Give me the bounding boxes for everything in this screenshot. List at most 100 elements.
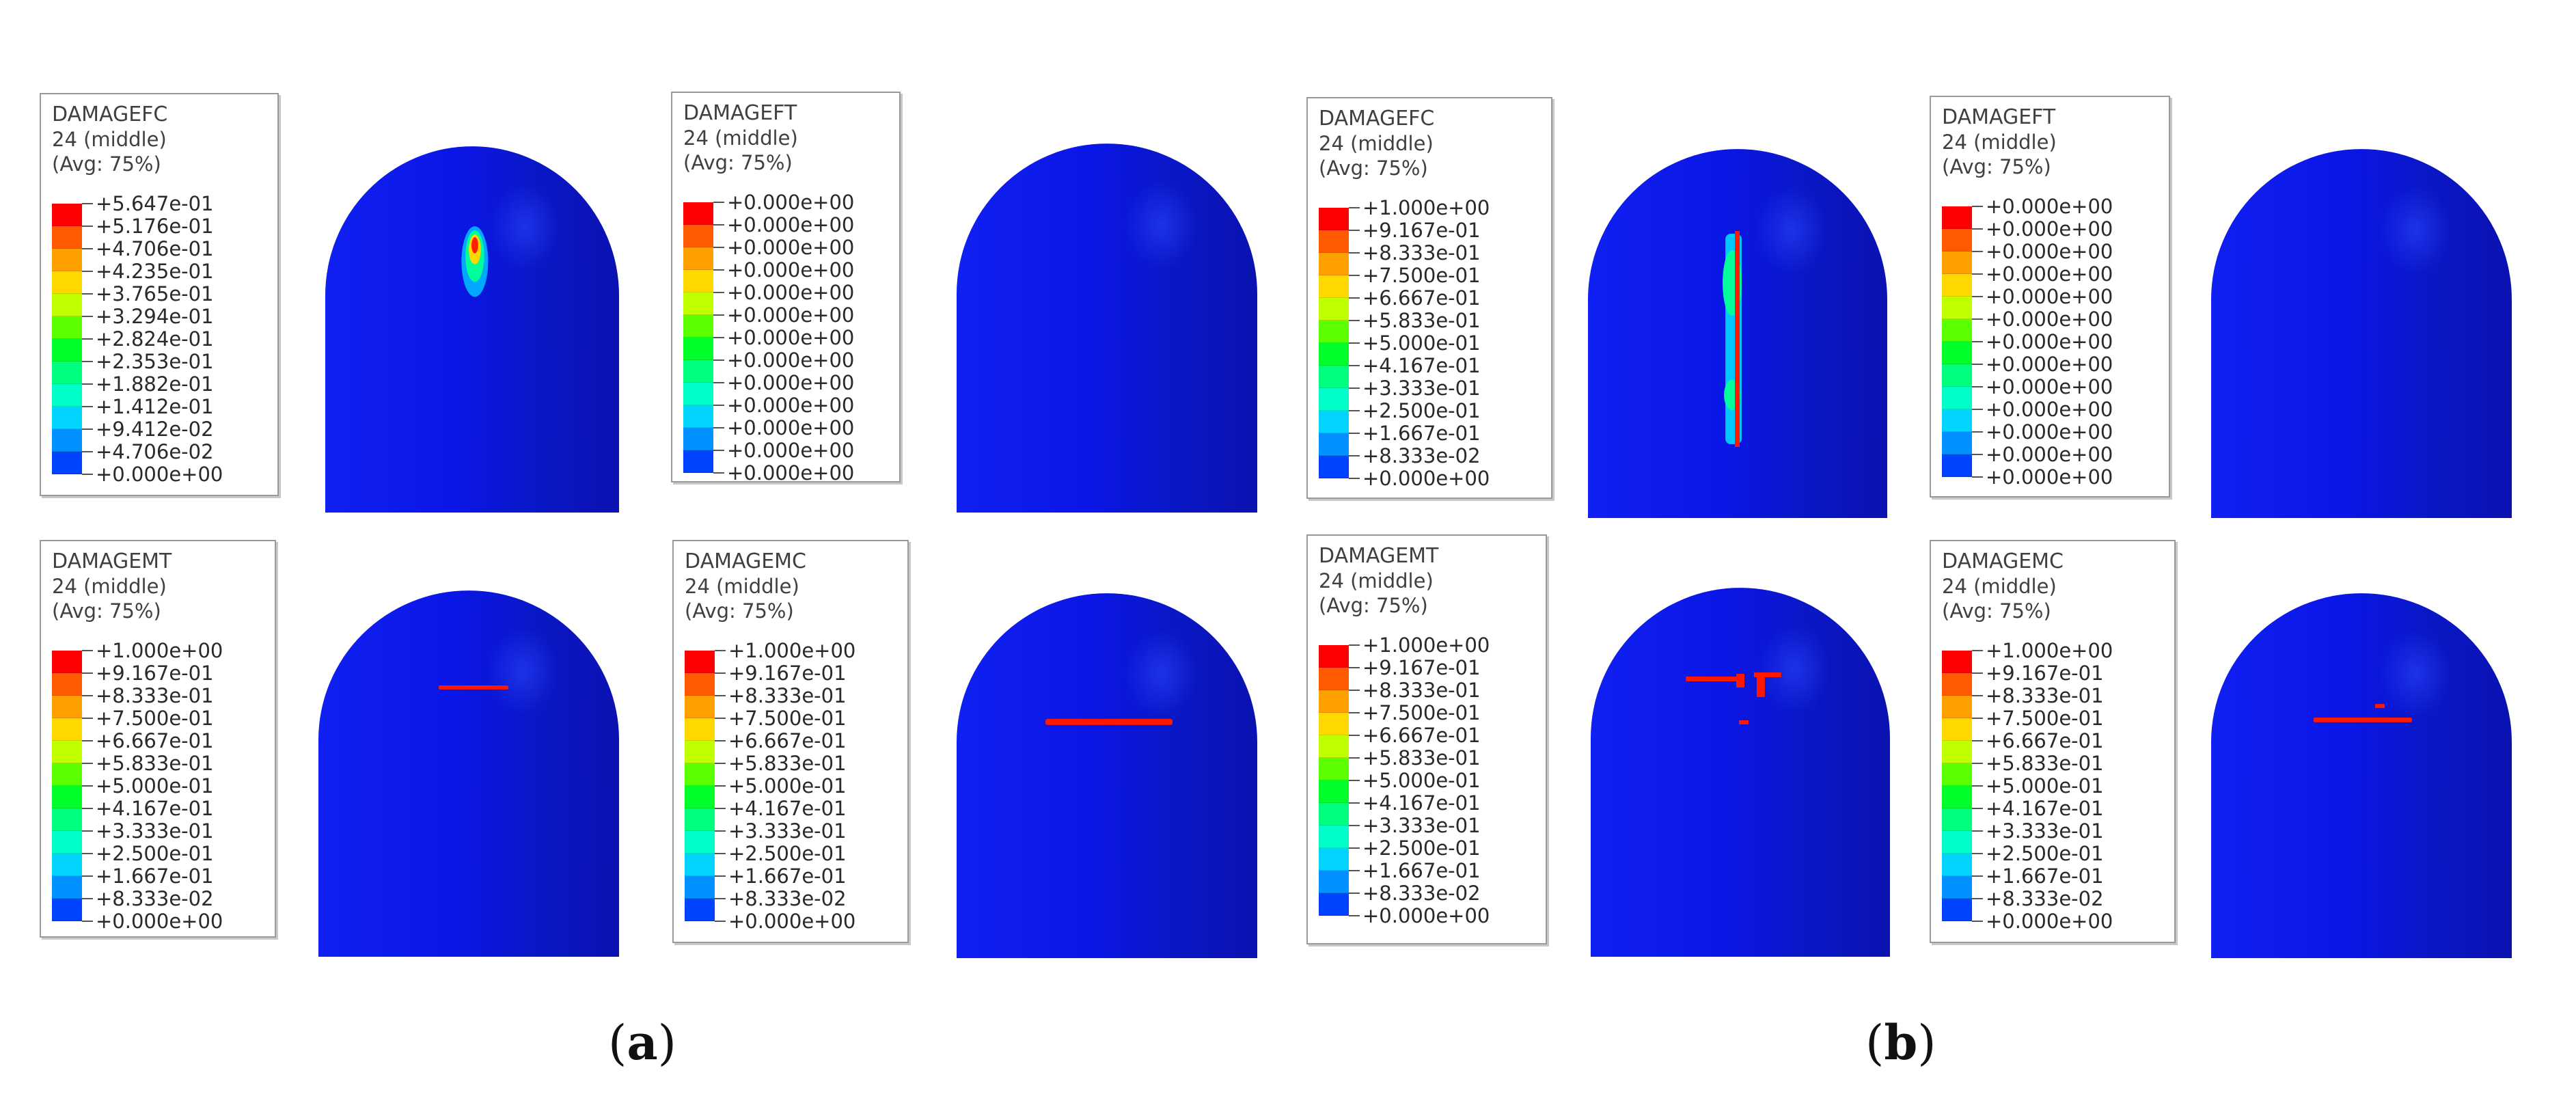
legend-tick-label: +4.706e-02 [96,440,214,463]
legend-tick-mark [1349,342,1360,344]
legend-tick-mark [1349,915,1360,916]
legend-tick-label: +0.000e+00 [1986,285,2113,308]
legend-averaging: (Avg: 75%) [52,599,161,623]
legend-tick-label: +0.000e+00 [727,213,855,236]
legend-tick-label: +0.000e+00 [727,258,855,282]
legend-tick-label: +8.333e-01 [1362,241,1481,264]
legend-averaging: (Avg: 75%) [1942,155,2051,178]
legend-tick-label: +0.000e+00 [1362,904,1490,927]
legend-color-swatch [683,270,713,292]
shell-highlight [2211,149,2512,518]
legend-color-swatch [52,854,82,876]
legend-color-swatch [685,786,715,808]
legend-color-swatch [683,292,713,315]
legend-color-swatch [1942,899,1972,921]
legend-tick-mark [1349,365,1360,366]
legend-color-swatch [683,247,713,270]
legend-color-swatch [1319,826,1349,848]
legend-section-point: 24 (middle) [683,126,798,150]
legend-color-swatch [1319,735,1349,758]
legend-tick-mark [713,405,724,406]
shell-highlight [957,144,1257,513]
legend-tick-mark [713,337,724,338]
shell-highlight [318,590,619,957]
shell-model-damagemt-a [318,590,619,957]
legend-tick-label: +5.833e-01 [1362,309,1481,332]
legend-color-swatch [1319,780,1349,803]
legend-color-swatch [683,450,713,473]
legend-tick-mark [713,427,724,428]
legend-color-swatch [1942,319,1972,342]
legend-tick-mark [1349,825,1360,826]
legend-tick-label: +5.000e-01 [728,774,847,798]
legend-color-swatch [683,383,713,405]
legend-tick-mark [82,650,93,651]
legend-section-point: 24 (middle) [52,128,167,151]
legend-tick-mark [1349,870,1360,871]
legend-tick-mark [1972,273,1983,275]
shell-highlight [2211,593,2512,958]
legend-tick-mark [715,672,726,674]
legend-tick-mark [82,830,93,832]
legend-tick-mark [82,695,93,696]
legend-color-swatch [1319,713,1349,735]
legend-tick-mark [713,382,724,383]
legend-tick-mark [82,672,93,674]
legend-damagefc-a: DAMAGEFC 24 (middle) (Avg: 75%) +5.647e-01 +… [40,93,279,496]
legend-tick-label: +1.000e+00 [728,639,856,662]
legend-tick-mark [1972,409,1983,410]
legend-tick-label: +2.500e-01 [1362,399,1481,422]
legend-tick-mark [1349,712,1360,713]
legend-tick-label: +7.500e-01 [728,707,847,730]
legend-tick-label: +1.412e-01 [96,395,214,418]
legend-tick-label: +0.000e+00 [727,416,855,439]
legend-color-swatch [1319,893,1349,916]
legend-tick-mark [1972,650,1983,651]
legend-tick-label: +8.333e-01 [1362,679,1481,702]
legend-color-swatch [1942,741,1972,763]
legend-color-swatch [1942,364,1972,387]
legend-tick-label: +8.333e-01 [728,684,847,707]
legend-tick-label: +8.333e-02 [1362,882,1481,905]
legend-color-swatch [685,854,715,876]
legend-color-swatch [1942,718,1972,741]
legend-tick-label: +4.167e-01 [728,797,847,820]
legend-damageft-a: DAMAGEFT 24 (middle) (Avg: 75%) +0.000e+00 +… [671,92,901,485]
legend-tick-label: +0.000e+00 [1986,910,2113,933]
legend-tick-label: +3.333e-01 [1362,377,1481,400]
legend-tick-mark [1349,207,1360,208]
legend-tick-label: +0.000e+00 [727,461,855,485]
legend-damagemt-a: DAMAGEMT 24 (middle) (Avg: 75%) +1.000e+00 +… [40,540,276,938]
legend-tick-label: +5.000e-01 [1362,769,1481,792]
legend-color-swatch [52,384,82,407]
legend-tick-label: +0.000e+00 [1986,262,2113,286]
legend-tick-label: +0.000e+00 [727,439,855,462]
legend-tick-label: +0.000e+00 [1986,353,2113,376]
legend-tick-label: +4.235e-01 [96,260,214,283]
legend-tick-label: +1.000e+00 [1362,196,1490,219]
legend-tick-mark [1972,318,1983,320]
legend-tick-label: +0.000e+00 [727,281,855,304]
shell-highlight [1591,588,1890,957]
legend-tick-label: +0.000e+00 [1986,240,2113,263]
legend-damageft-b: DAMAGEFT 24 (middle) (Avg: 75%) +0.000e+00 +… [1930,96,2170,498]
legend-averaging: (Avg: 75%) [685,599,794,623]
legend-color-swatch [1942,808,1972,831]
legend-color-swatch [1942,274,1972,297]
legend-color-swatch [1942,696,1972,718]
legend-damagemc-b: DAMAGEMC 24 (middle) (Avg: 75%) +1.000e+00 +… [1930,540,2176,943]
legend-tick-label: +3.333e-01 [96,819,214,843]
legend-color-swatch [1319,253,1349,275]
legend-tick-label: +0.000e+00 [1986,330,2113,353]
shell-model-damageft-a [957,144,1257,513]
legend-tick-label: +0.000e+00 [1986,195,2113,218]
legend-color-swatch [1319,433,1349,456]
legend-color-swatch [52,899,82,921]
legend-color-swatch [1319,848,1349,871]
legend-tick-mark [82,316,93,317]
legend-variable-name: DAMAGEFC [52,103,168,126]
legend-tick-mark [1349,433,1360,434]
legend-color-swatch [1319,690,1349,713]
legend-averaging: (Avg: 75%) [1319,594,1428,617]
